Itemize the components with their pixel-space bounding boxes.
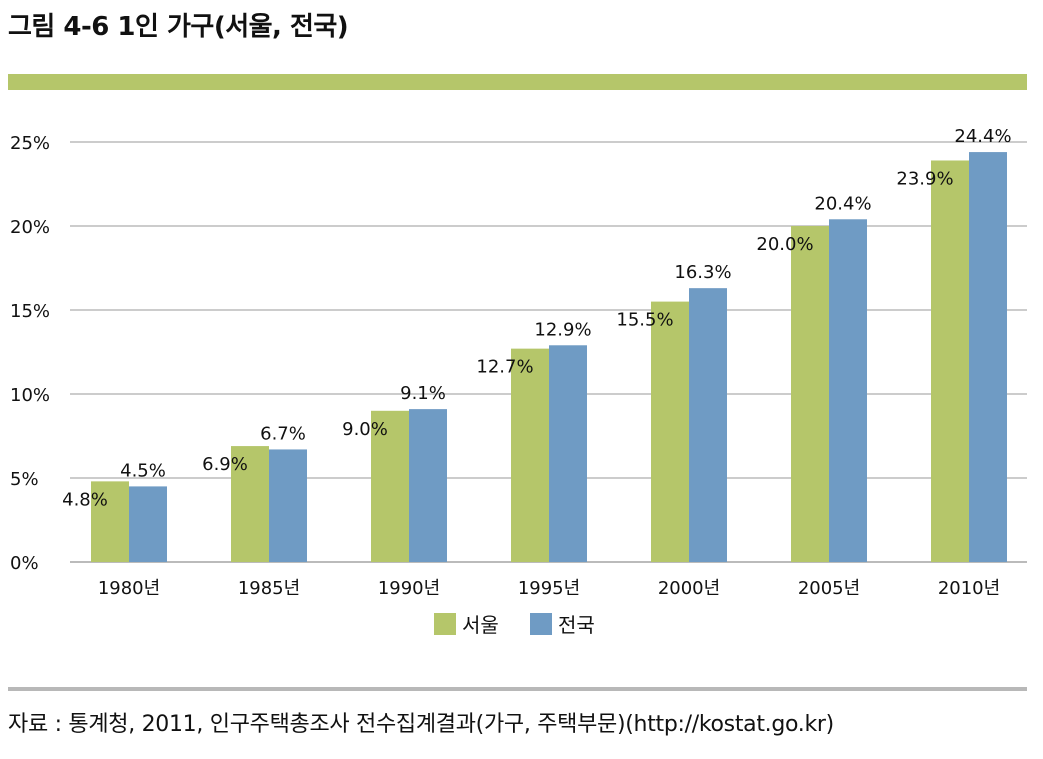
bottom-rule <box>8 687 1027 691</box>
bar-seoul <box>371 410 409 562</box>
data-label-seoul: 20.0% <box>756 234 813 255</box>
bar-nation <box>269 449 307 562</box>
bar-seoul <box>791 226 829 562</box>
bar-nation <box>549 345 587 562</box>
data-label-seoul: 6.9% <box>202 454 248 475</box>
legend-label-nation: 전국 <box>558 613 595 637</box>
y-tick-label: 10% <box>10 385 50 406</box>
bar-nation <box>689 288 727 562</box>
x-tick-label: 1980년 <box>98 578 160 599</box>
data-label-nation: 9.1% <box>400 383 446 404</box>
x-tick-label: 1990년 <box>378 578 440 599</box>
y-tick-label: 15% <box>10 301 50 322</box>
bar-nation <box>409 409 447 562</box>
bar-nation <box>829 219 867 562</box>
legend-swatch-seoul <box>434 613 456 635</box>
bar-seoul <box>931 160 969 563</box>
figure-title: 그림 4-6 1인 가구(서울, 전국) <box>8 12 349 42</box>
bar-seoul <box>91 481 129 562</box>
data-label-nation: 16.3% <box>674 262 731 283</box>
y-tick-label: 25% <box>10 133 50 154</box>
title-accent-bar <box>8 74 1027 90</box>
y-tick-label: 0% <box>10 553 39 574</box>
y-tick-label: 20% <box>10 217 50 238</box>
data-label-seoul: 12.7% <box>476 357 533 378</box>
x-tick-label: 2000년 <box>658 578 720 599</box>
data-label-nation: 12.9% <box>534 319 591 340</box>
data-label-nation: 6.7% <box>260 423 306 444</box>
bar-chart: 0% 5% 10% 15% 20% 25% 4.8% 4.5% 1980년 6.9% 6.7% 198… <box>10 126 1027 637</box>
legend-swatch-nation <box>530 613 552 635</box>
x-tick-label: 2010년 <box>938 578 1000 599</box>
data-label-seoul: 9.0% <box>342 419 388 440</box>
data-label-seoul: 23.9% <box>896 168 953 189</box>
bar-seoul <box>651 301 689 562</box>
x-tick-label: 2005년 <box>798 578 860 599</box>
bar-nation <box>129 486 167 562</box>
data-label-nation: 4.5% <box>120 460 166 481</box>
data-label-seoul: 4.8% <box>62 489 108 510</box>
y-tick-label: 5% <box>10 469 39 490</box>
data-label-nation: 20.4% <box>814 193 871 214</box>
bar-seoul <box>511 348 549 562</box>
legend-label-seoul: 서울 <box>462 613 499 637</box>
bar-seoul <box>231 446 269 562</box>
x-tick-label: 1995년 <box>518 578 580 599</box>
data-label-seoul: 15.5% <box>616 310 673 331</box>
data-label-nation: 24.4% <box>954 126 1011 147</box>
source-note: 자료 : 통계청, 2011, 인구주택총조사 전수집계결과(가구, 주택부문)… <box>8 712 834 737</box>
bar-nation <box>969 152 1007 562</box>
x-tick-label: 1985년 <box>238 578 300 599</box>
